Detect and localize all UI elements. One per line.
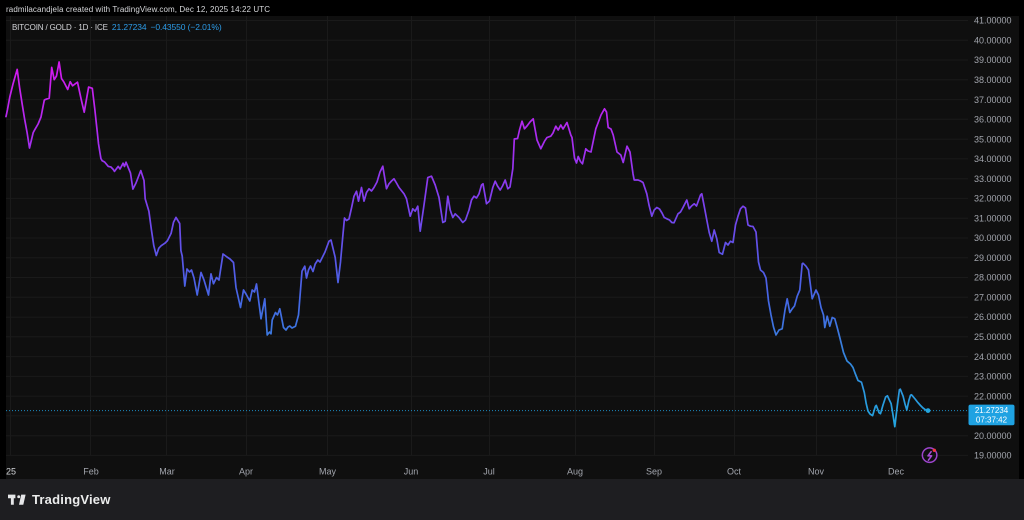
svg-text:37.00000: 37.00000	[974, 95, 1012, 105]
svg-text:Feb: Feb	[83, 467, 99, 477]
svg-text:31.00000: 31.00000	[974, 213, 1012, 223]
svg-text:39.00000: 39.00000	[974, 55, 1012, 65]
svg-text:22.00000: 22.00000	[974, 391, 1012, 401]
svg-text:36.00000: 36.00000	[974, 115, 1012, 125]
svg-text:Mar: Mar	[159, 467, 175, 477]
svg-text:Apr: Apr	[239, 467, 253, 477]
svg-text:23.00000: 23.00000	[974, 372, 1012, 382]
svg-text:24.00000: 24.00000	[974, 352, 1012, 362]
svg-text:Oct: Oct	[727, 467, 742, 477]
svg-text:29.00000: 29.00000	[974, 253, 1012, 263]
svg-text:Dec: Dec	[888, 467, 905, 477]
svg-text:Sep: Sep	[646, 467, 662, 477]
svg-text:35.00000: 35.00000	[974, 134, 1012, 144]
svg-text:25.00000: 25.00000	[974, 332, 1012, 342]
svg-text:Jun: Jun	[404, 467, 419, 477]
svg-text:Aug: Aug	[567, 467, 583, 477]
svg-text:07:37:42: 07:37:42	[976, 415, 1008, 424]
svg-text:40.00000: 40.00000	[974, 36, 1012, 46]
svg-text:19.00000: 19.00000	[974, 451, 1012, 461]
svg-text:25: 25	[6, 467, 16, 477]
svg-text:33.00000: 33.00000	[974, 174, 1012, 184]
svg-text:41.00000: 41.00000	[974, 16, 1012, 26]
svg-text:Jul: Jul	[483, 467, 495, 477]
svg-text:20.00000: 20.00000	[974, 431, 1012, 441]
svg-text:30.00000: 30.00000	[974, 233, 1012, 243]
svg-text:32.00000: 32.00000	[974, 194, 1012, 204]
svg-text:Nov: Nov	[808, 467, 825, 477]
svg-text:26.00000: 26.00000	[974, 312, 1012, 322]
svg-text:38.00000: 38.00000	[974, 75, 1012, 85]
svg-text:May: May	[319, 467, 337, 477]
svg-text:34.00000: 34.00000	[974, 154, 1012, 164]
svg-text:27.00000: 27.00000	[974, 293, 1012, 303]
svg-text:21.27234: 21.27234	[975, 406, 1009, 415]
svg-text:28.00000: 28.00000	[974, 273, 1012, 283]
